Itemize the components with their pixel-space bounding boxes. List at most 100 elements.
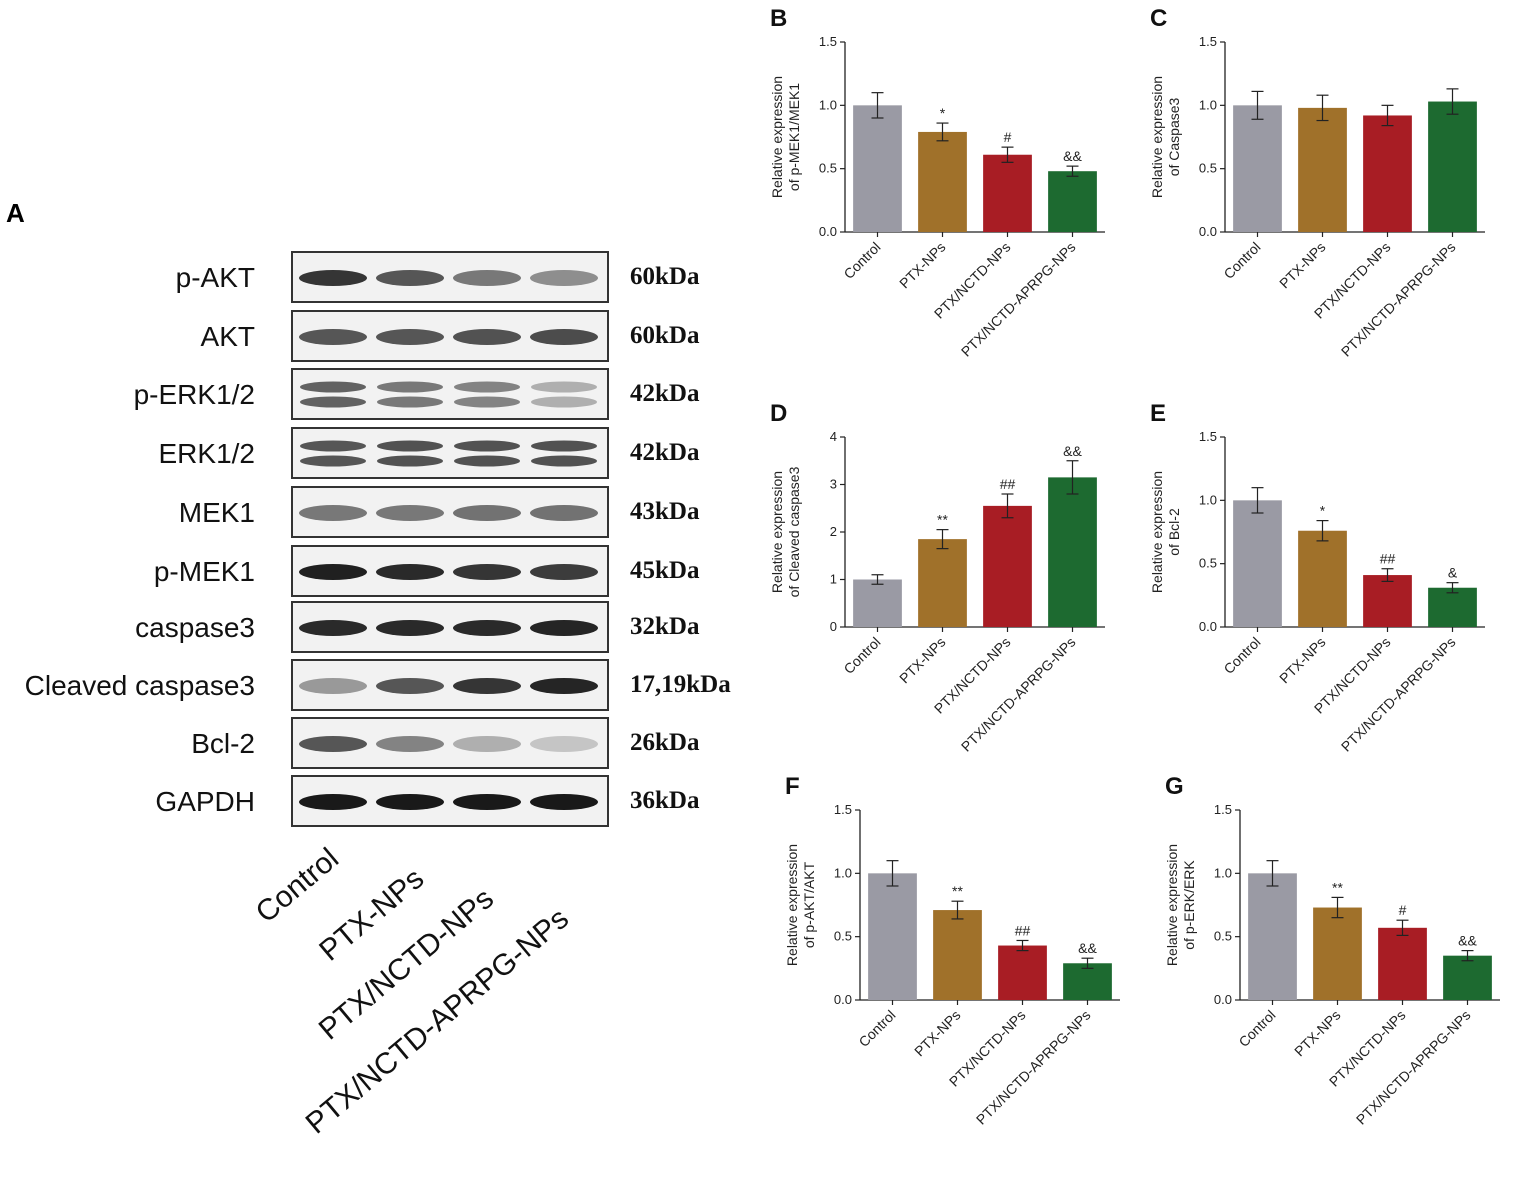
bar bbox=[983, 505, 1032, 627]
blot-lane-label: Control bbox=[249, 841, 346, 930]
blot-row-label: MEK1 bbox=[178, 497, 255, 528]
y-tick-label: 1.5 bbox=[1214, 802, 1232, 817]
significance-mark: ## bbox=[1380, 551, 1396, 567]
significance-mark: ** bbox=[952, 883, 963, 899]
band bbox=[300, 440, 366, 452]
blot-row-label: p-MEK1 bbox=[153, 556, 255, 587]
band bbox=[299, 736, 367, 752]
category-label: PTX/NCTD-APRPG-NPs bbox=[973, 1007, 1094, 1128]
band bbox=[530, 736, 598, 752]
category-label: PTX-NPs bbox=[1276, 239, 1329, 292]
blot-row-label: p-AKT bbox=[175, 262, 255, 293]
bar bbox=[1233, 500, 1282, 627]
y-axis-label: Relative expressionof p-AKT/AKT bbox=[784, 844, 817, 966]
band bbox=[530, 270, 598, 286]
bar bbox=[1063, 963, 1112, 1000]
blot-row-label: ERK1/2 bbox=[158, 438, 256, 469]
band bbox=[377, 396, 443, 408]
significance-mark: * bbox=[940, 105, 946, 121]
band bbox=[530, 564, 598, 580]
band bbox=[530, 678, 598, 694]
blot-frame bbox=[291, 368, 609, 420]
band bbox=[454, 396, 520, 408]
category-label: Control bbox=[1220, 239, 1263, 282]
chart-svg: G 0.0 0.5 1.0 1.5 Relative expressionof p-ERK… bbox=[1164, 773, 1500, 1128]
significance-mark: # bbox=[1004, 129, 1012, 145]
blot-row-label: caspase3 bbox=[135, 612, 255, 643]
y-axis-label: Relative expressionof p-ERK/ERK bbox=[1164, 844, 1197, 966]
bar bbox=[918, 131, 967, 232]
band bbox=[376, 620, 444, 636]
y-tick-label: 1.0 bbox=[834, 865, 852, 880]
chart-panel-d: D 0 1 2 3 4 Relative expressionof Cleaved casp… bbox=[769, 395, 1120, 795]
blot-size-label: 45kDa bbox=[630, 557, 700, 584]
bar bbox=[868, 873, 917, 1000]
category-label: Control bbox=[1220, 634, 1263, 677]
panel-letter: G bbox=[1165, 773, 1184, 800]
blot-image bbox=[291, 251, 609, 827]
panel-letter: E bbox=[1150, 400, 1166, 427]
y-tick-label: 1.0 bbox=[1199, 492, 1217, 507]
band bbox=[376, 564, 444, 580]
band bbox=[377, 440, 443, 452]
band bbox=[300, 455, 366, 467]
blot-frame bbox=[291, 427, 609, 479]
y-tick-label: 0.0 bbox=[1199, 619, 1217, 634]
bar bbox=[1048, 171, 1097, 232]
band bbox=[453, 329, 521, 345]
bar bbox=[1378, 927, 1427, 1000]
band bbox=[376, 505, 444, 521]
band bbox=[376, 794, 444, 810]
band bbox=[454, 440, 520, 452]
y-tick-label: 2 bbox=[830, 524, 837, 539]
chart-svg: F 0.0 0.5 1.0 1.5 Relative expressionof p-AKT… bbox=[784, 773, 1120, 1128]
band bbox=[453, 794, 521, 810]
band bbox=[453, 505, 521, 521]
panel-letter: B bbox=[770, 5, 787, 32]
bar bbox=[933, 910, 982, 1000]
y-tick-label: 1.0 bbox=[1214, 865, 1232, 880]
category-label: PTX/NCTD-APRPG-NPs bbox=[958, 634, 1079, 755]
panel-letter: C bbox=[1150, 5, 1167, 32]
y-tick-label: 0.5 bbox=[1199, 161, 1217, 176]
band bbox=[454, 381, 520, 393]
significance-mark: && bbox=[1458, 933, 1477, 949]
category-label: Control bbox=[840, 239, 883, 282]
bar bbox=[1428, 101, 1477, 233]
band bbox=[530, 620, 598, 636]
band bbox=[376, 270, 444, 286]
chart-panel-e: E 0.0 0.5 1.0 1.5 Relative expressionof Bcl-2… bbox=[1149, 395, 1500, 795]
bar bbox=[1248, 873, 1297, 1000]
blot-row-label: p-ERK1/2 bbox=[133, 379, 255, 410]
y-tick-label: 1.5 bbox=[834, 802, 852, 817]
band bbox=[299, 620, 367, 636]
bar bbox=[998, 945, 1047, 1000]
blot-row-label: Cleaved caspase3 bbox=[24, 670, 255, 701]
band bbox=[453, 564, 521, 580]
blot-row-9 bbox=[291, 717, 609, 769]
blot-row-5 bbox=[291, 486, 609, 538]
band bbox=[453, 736, 521, 752]
band bbox=[299, 505, 367, 521]
blot-size-label: 32kDa bbox=[630, 613, 700, 640]
blot-row-label: Bcl-2 bbox=[191, 728, 255, 759]
y-tick-label: 0.0 bbox=[1199, 224, 1217, 239]
chart-panel-g: G 0.0 0.5 1.0 1.5 Relative expressionof p-ERK… bbox=[1164, 768, 1515, 1168]
bar bbox=[1363, 575, 1412, 627]
y-tick-label: 4 bbox=[830, 429, 837, 444]
band bbox=[376, 678, 444, 694]
chart-panel-b: B 0.0 0.5 1.0 1.5 Relative expressionof p-MEK… bbox=[769, 0, 1120, 400]
y-tick-label: 0.5 bbox=[1214, 929, 1232, 944]
band bbox=[299, 564, 367, 580]
y-tick-label: 3 bbox=[830, 477, 837, 492]
panel-letter: F bbox=[785, 773, 800, 800]
significance-mark: ** bbox=[1332, 879, 1343, 895]
y-tick-label: 1.5 bbox=[1199, 429, 1217, 444]
blot-row-8 bbox=[291, 659, 609, 711]
blot-size-label: 60kDa bbox=[630, 263, 700, 290]
y-tick-label: 0.5 bbox=[1199, 556, 1217, 571]
bar bbox=[1298, 107, 1347, 232]
y-axis-label: Relative expressionof Caspase3 bbox=[1149, 76, 1182, 198]
bar bbox=[853, 579, 902, 627]
blot-row-7 bbox=[291, 601, 609, 653]
